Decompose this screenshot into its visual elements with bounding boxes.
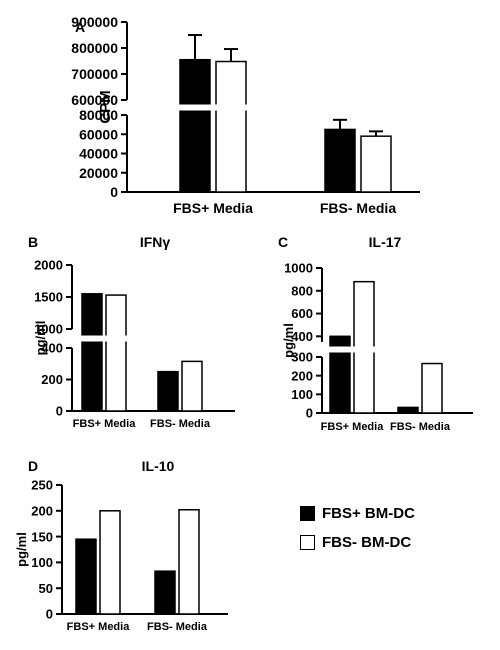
y-tick-label: 400 <box>291 329 313 344</box>
y-tick-label: 200 <box>41 372 63 387</box>
y-tick-label: 900000 <box>71 14 118 30</box>
panel-letter: C <box>278 234 288 250</box>
bar <box>421 362 443 414</box>
y-tick-label: 150 <box>31 529 53 544</box>
y-tick-label: 1000 <box>284 261 313 276</box>
bar <box>75 538 97 615</box>
y-tick-label: 80000 <box>79 107 118 123</box>
axis-break-gap <box>352 346 376 353</box>
x-tick-label: FBS+ Media <box>67 621 131 633</box>
y-tick-label: 100 <box>291 387 313 402</box>
panel-letter: D <box>28 458 38 474</box>
legend-item-fbs-plus: FBS+ BM-DC <box>300 501 415 525</box>
y-tick-label: 0 <box>306 406 313 421</box>
y-tick-label: 60000 <box>79 126 118 142</box>
x-tick-label: FBS+ Media <box>173 200 253 216</box>
legend-label: FBS+ BM-DC <box>322 504 415 522</box>
bar <box>324 128 356 193</box>
panel-letter: A <box>75 19 85 35</box>
y-axis-label: pg/ml <box>14 532 29 567</box>
bar <box>329 335 351 414</box>
axis-break-gap <box>328 346 352 353</box>
y-tick-label: 600000 <box>71 92 118 108</box>
y-tick-label: 40000 <box>79 146 118 162</box>
bar <box>179 58 211 193</box>
legend-swatch-black <box>300 505 315 521</box>
y-axis-label: pg/ml <box>281 323 296 358</box>
y-tick-label: 100 <box>31 555 53 570</box>
legend-item-fbs-minus: FBS- BM-DC <box>300 530 415 554</box>
x-tick-label: FBS+ Media <box>321 421 385 433</box>
panel-title: IL-10 <box>142 458 175 474</box>
panel-title: IFNγ <box>140 234 171 250</box>
legend: FBS+ BM-DC FBS- BM-DC <box>300 501 415 559</box>
y-tick-label: 0 <box>110 184 118 200</box>
bar <box>397 406 419 414</box>
bar <box>99 510 121 615</box>
y-tick-label: 800 <box>291 283 313 298</box>
x-tick-label: FBS- Media <box>390 421 451 433</box>
y-axis-label: CPM <box>97 90 114 123</box>
bar <box>154 570 176 615</box>
bar <box>360 135 392 193</box>
legend-label: FBS- BM-DC <box>322 533 412 551</box>
x-tick-label: FBS- Media <box>147 621 208 633</box>
y-tick-label: 250 <box>31 478 53 493</box>
y-tick-label: 600 <box>291 306 313 321</box>
y-tick-label: 200 <box>291 368 313 383</box>
panel-title: IL-17 <box>369 234 402 250</box>
y-tick-label: 300 <box>291 350 313 365</box>
axis-break-gap <box>178 104 212 111</box>
bar <box>181 360 203 412</box>
y-tick-label: 50 <box>39 581 53 596</box>
panel-letter: B <box>28 234 38 250</box>
y-tick-label: 800000 <box>71 40 118 56</box>
axis-break-gap <box>214 104 248 111</box>
y-tick-label: 700000 <box>71 66 118 82</box>
y-tick-label: 2000 <box>34 258 63 273</box>
bar <box>81 293 103 412</box>
bar <box>105 294 127 412</box>
x-tick-label: FBS- Media <box>150 418 211 430</box>
y-tick-label: 400 <box>41 341 63 356</box>
y-tick-label: 1500 <box>34 290 63 305</box>
legend-swatch-white <box>300 534 315 550</box>
axis-break-gap <box>80 335 104 342</box>
y-tick-label: 1000 <box>34 322 63 337</box>
x-tick-label: FBS- Media <box>320 200 396 216</box>
y-axis-label: pg/ml <box>33 321 48 356</box>
y-tick-label: 200 <box>31 503 53 518</box>
y-tick-label: 0 <box>46 607 53 622</box>
bar <box>178 509 200 615</box>
axis-break-gap <box>104 335 128 342</box>
bar <box>215 60 247 193</box>
y-tick-label: 0 <box>56 404 63 419</box>
bar <box>157 370 179 412</box>
x-tick-label: FBS+ Media <box>73 418 137 430</box>
y-tick-label: 20000 <box>79 165 118 181</box>
